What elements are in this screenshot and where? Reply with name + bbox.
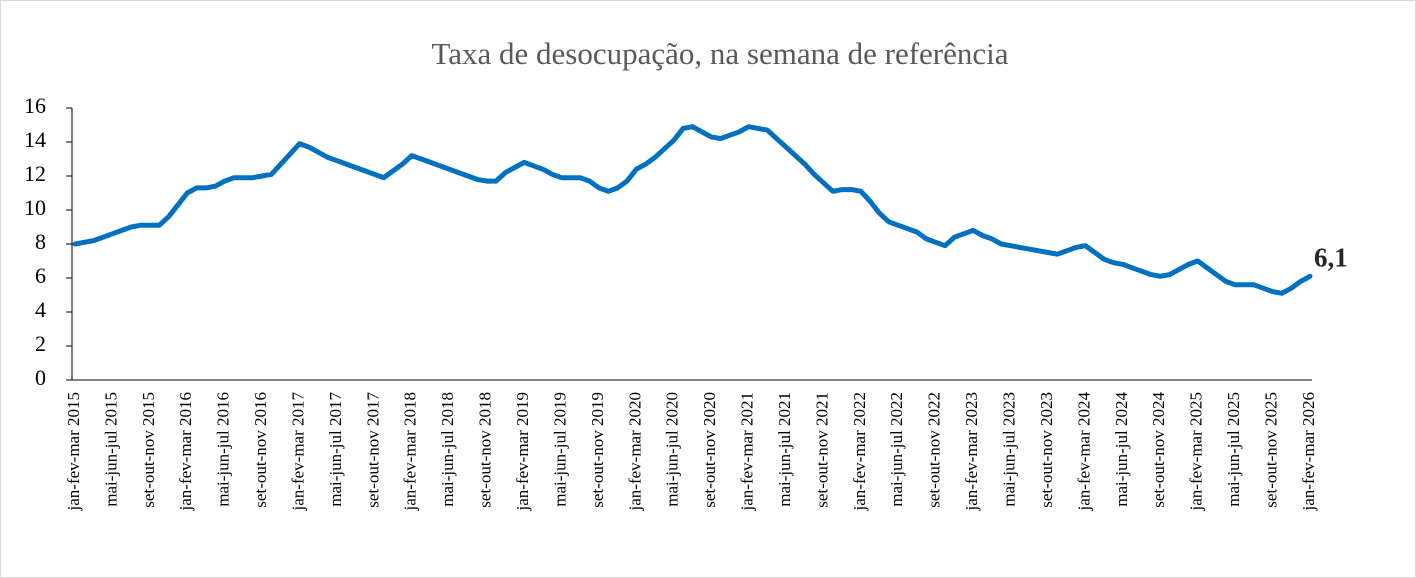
y-tick-label: 4 — [35, 297, 46, 322]
x-tick-label: jan-fev-mar 2016 — [176, 392, 195, 511]
y-tick-label: 8 — [35, 229, 46, 254]
x-tick-label: jan-fev-mar 2026 — [1299, 392, 1318, 511]
y-tick-label: 10 — [24, 195, 46, 220]
data-label: 6,1 — [1314, 243, 1348, 273]
y-tick-label: 6 — [35, 263, 46, 288]
x-tick-label: mai-jun-jul 2015 — [101, 392, 120, 507]
x-tick-label: mai-jun-jul 2023 — [1000, 392, 1019, 507]
x-tick-label: jan-fev-mar 2020 — [625, 392, 644, 511]
y-tick-label: 0 — [35, 365, 46, 390]
x-tick-label: mai-jun-jul 2021 — [775, 392, 794, 507]
x-tick-label: jan-fev-mar 2021 — [738, 392, 757, 511]
y-tick-label: 12 — [24, 161, 46, 186]
x-tick-label: mai-jun-jul 2025 — [1224, 392, 1243, 507]
x-tick-label: set-out-nov 2023 — [1037, 392, 1056, 508]
x-tick-label: jan-fev-mar 2018 — [401, 392, 420, 511]
x-tick-label: set-out-nov 2019 — [588, 392, 607, 508]
x-tick-label: set-out-nov 2024 — [1149, 392, 1168, 508]
y-tick-label: 14 — [24, 127, 46, 152]
x-tick-label: mai-jun-jul 2024 — [1112, 392, 1131, 507]
x-tick-label: set-out-nov 2025 — [1261, 392, 1280, 508]
line — [72, 124, 1313, 296]
x-tick-label: jan-fev-mar 2025 — [1187, 392, 1206, 511]
x-tick-label: set-out-nov 2015 — [139, 392, 158, 508]
x-tick-label: mai-jun-jul 2017 — [326, 392, 345, 507]
x-tick-label: mai-jun-jul 2018 — [438, 392, 457, 507]
chart-title: Taxa de desocupação, na semana de referê… — [431, 36, 1008, 71]
y-tick-label: 2 — [35, 331, 46, 356]
x-tick-label: set-out-nov 2018 — [476, 392, 495, 508]
y-tick-label: 16 — [24, 93, 46, 118]
x-tick-label: set-out-nov 2017 — [363, 392, 382, 508]
x-tick-label: set-out-nov 2022 — [925, 392, 944, 508]
x-tick-label: mai-jun-jul 2019 — [550, 392, 569, 507]
x-tick-label: set-out-nov 2016 — [251, 392, 270, 508]
x-tick-label: jan-fev-mar 2022 — [850, 392, 869, 511]
x-tick-label: jan-fev-mar 2024 — [1074, 392, 1093, 512]
x-tick-label: mai-jun-jul 2016 — [214, 392, 233, 507]
x-tick-label: mai-jun-jul 2020 — [663, 392, 682, 507]
x-tick-label: jan-fev-mar 2017 — [288, 392, 307, 512]
x-tick-label: jan-fev-mar 2015 — [64, 392, 83, 511]
x-tick-label: mai-jun-jul 2022 — [887, 392, 906, 507]
x-tick-label: jan-fev-mar 2019 — [513, 392, 532, 511]
x-tick-label: set-out-nov 2020 — [700, 392, 719, 508]
x-tick-label: jan-fev-mar 2023 — [962, 392, 981, 511]
x-tick-label: set-out-nov 2021 — [812, 392, 831, 508]
